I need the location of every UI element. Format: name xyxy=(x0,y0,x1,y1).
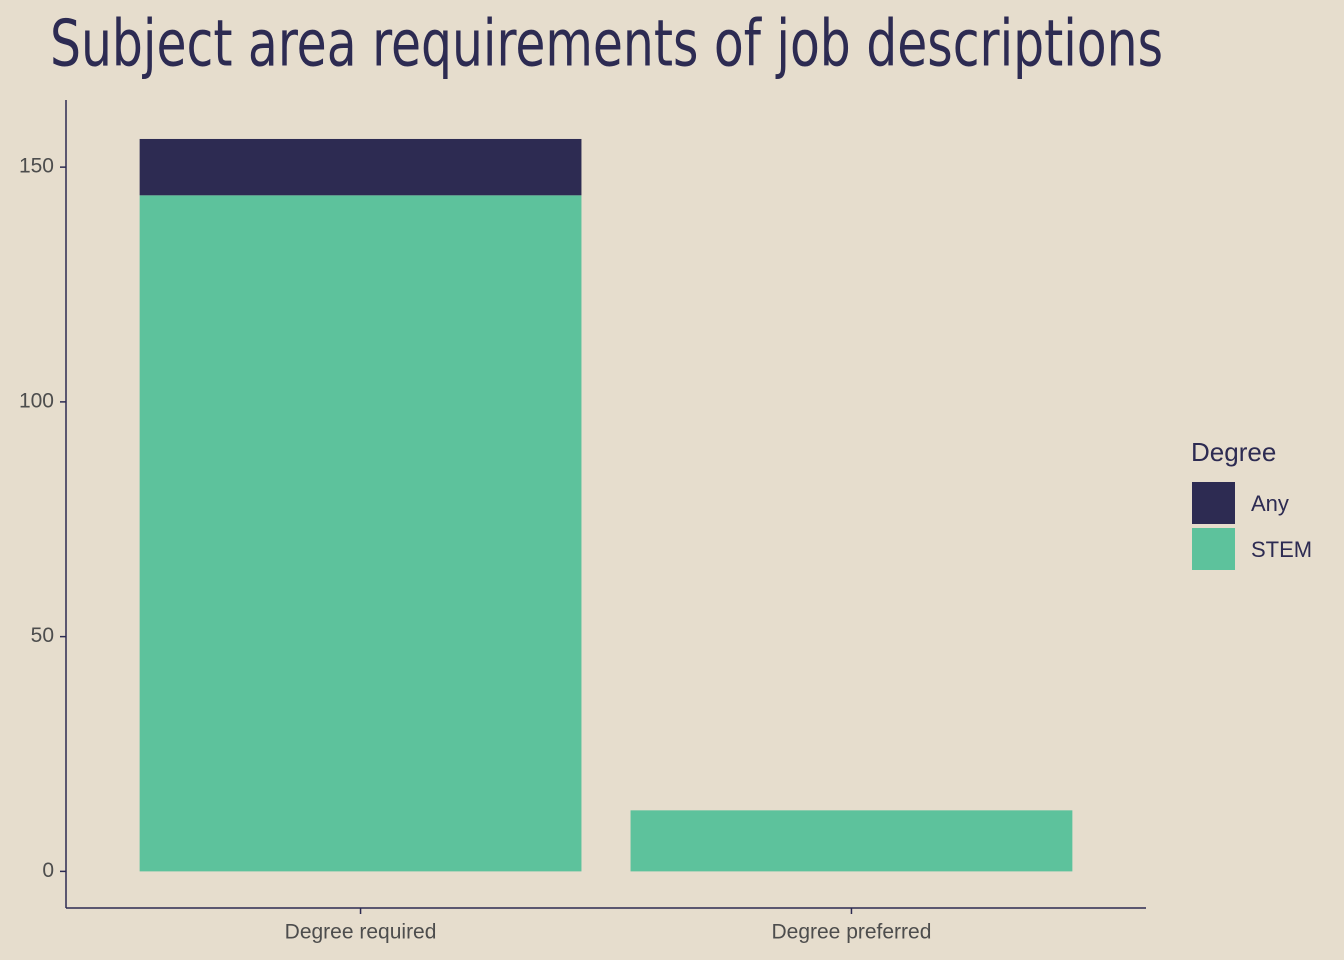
legend-label: STEM xyxy=(1251,537,1312,562)
x-tick-label: Degree preferred xyxy=(771,921,931,944)
legend-title: Degree xyxy=(1191,437,1276,467)
y-tick-label: 50 xyxy=(31,624,54,647)
bar xyxy=(139,138,582,196)
y-tick-label: 150 xyxy=(19,155,54,178)
bar xyxy=(139,195,582,872)
y-tick-label: 100 xyxy=(19,389,54,412)
legend-label: Any xyxy=(1251,491,1289,516)
x-tick-label: Degree required xyxy=(285,921,437,944)
legend-swatch xyxy=(1192,482,1235,524)
chart-title: Subject area requirements of job descrip… xyxy=(50,8,1163,82)
y-tick-label: 0 xyxy=(42,859,54,882)
legend-swatch xyxy=(1192,528,1235,570)
bar xyxy=(630,810,1073,872)
